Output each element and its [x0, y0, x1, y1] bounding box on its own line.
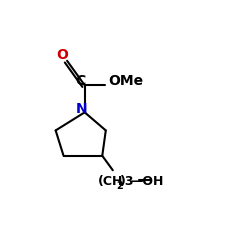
Text: N: N	[75, 102, 87, 116]
Text: OMe: OMe	[108, 74, 143, 88]
Text: 2: 2	[116, 181, 123, 191]
Text: O: O	[57, 48, 69, 62]
Text: —OH: —OH	[131, 175, 164, 188]
Text: (CH: (CH	[98, 175, 123, 188]
Text: C: C	[76, 74, 86, 88]
Text: )3: )3	[120, 175, 134, 188]
